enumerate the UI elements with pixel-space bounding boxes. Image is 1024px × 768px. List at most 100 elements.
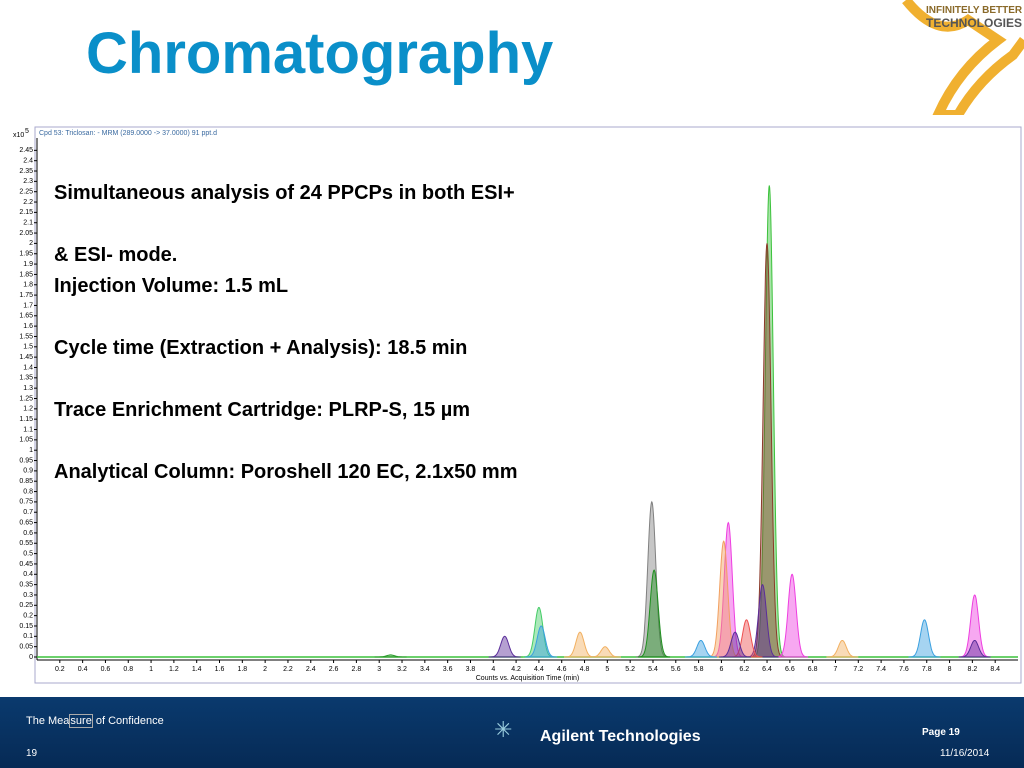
x-tick-label: 0.6	[101, 666, 111, 673]
y-tick-label: 2.35	[19, 168, 33, 175]
y-tick-label: 1.7	[23, 302, 33, 309]
note: Injection Volume: 1.5 mL	[54, 275, 289, 297]
y-tick-label: 1.5	[23, 344, 33, 351]
x-tick-label: 6.8	[808, 666, 818, 673]
x-tick-label: 6.6	[785, 666, 795, 673]
peak	[958, 594, 991, 658]
peak	[707, 540, 740, 658]
slide-title: Chromatography	[86, 21, 554, 86]
x-tick-label: 6.4	[762, 666, 772, 673]
x-tick-label: 8.4	[990, 666, 1000, 673]
y-tick-label: 2.15	[19, 209, 33, 216]
tagline-text: The Mea	[26, 715, 70, 727]
x-tick-label: 4	[491, 666, 495, 673]
y-tick-label: 1.35	[19, 375, 33, 382]
x-tick-label: 4.8	[580, 666, 590, 673]
y-tick-label: 1.25	[19, 395, 33, 402]
ribbon	[902, 0, 1024, 120]
notes: Simultaneous analysis of 24 PPCPs in bot…	[54, 178, 518, 488]
page-label: Page 19	[922, 727, 960, 738]
x-tick-label: 2	[263, 666, 267, 673]
x-tick-label: 2.6	[329, 666, 339, 673]
x-tick-label: 3.6	[443, 666, 453, 673]
x-tick-label: 2.2	[283, 666, 293, 673]
y-tick-label: 0.75	[19, 499, 33, 506]
peak	[719, 631, 752, 658]
y-multiplier: x10	[13, 132, 24, 139]
y-tick-label: 1.85	[19, 271, 33, 278]
y-tick-label: 0.2	[23, 612, 33, 619]
note: & ESI- mode.	[54, 244, 178, 266]
tagline-text: of Confidence	[92, 715, 164, 727]
x-tick-label: 3.4	[420, 666, 430, 673]
peak	[374, 654, 407, 658]
x-tick-label: 1.4	[192, 666, 202, 673]
peak	[684, 640, 717, 658]
y-tick-label: 0.25	[19, 602, 33, 609]
y-tick-label: 0.15	[19, 623, 33, 630]
y-tick-label: 0.85	[19, 478, 33, 485]
y-tick-label: 2.05	[19, 230, 33, 237]
spacer	[54, 364, 518, 395]
y-tick-label: 0.5	[23, 550, 33, 557]
x-tick-label: 5.2	[625, 666, 635, 673]
y-tick-label: 0	[29, 654, 33, 661]
y-tick-label: 2	[29, 240, 33, 247]
company: Agilent Technologies	[540, 728, 701, 745]
x-tick-label: 5	[605, 666, 609, 673]
y-tick-label: 1.65	[19, 313, 33, 320]
peak	[589, 646, 621, 658]
y-tick-label: 0.7	[23, 509, 33, 516]
note: Trace Enrichment Cartridge: PLRP-S, 15 µ…	[54, 399, 471, 421]
y-tick-label: 0.6	[23, 530, 33, 537]
y-tick-label: 0.55	[19, 540, 33, 547]
y-tick-label: 0.65	[19, 519, 33, 526]
note: Cycle time (Extraction + Analysis): 18.5…	[54, 337, 468, 359]
x-tick-label: 6	[719, 666, 723, 673]
x-tick-label: 7.2	[853, 666, 863, 673]
x-tick-label: 1.8	[237, 666, 247, 673]
y-tick-label: 1.05	[19, 437, 33, 444]
peak	[826, 640, 859, 658]
x-tick-label: 7.8	[922, 666, 932, 673]
x-tick-label: 4.6	[557, 666, 567, 673]
x-tick-label: 1.2	[169, 666, 179, 673]
spacer	[54, 209, 518, 240]
y-tick-label: 1.3	[23, 385, 33, 392]
y-tick-label: 1.55	[19, 333, 33, 340]
y-tick-label: 1	[29, 447, 33, 454]
x-tick-label: 8.2	[968, 666, 978, 673]
y-tick-label: 1.8	[23, 282, 33, 289]
y-tick-label: 0.4	[23, 571, 33, 578]
slide-number: 19	[26, 748, 38, 759]
x-tick-label: 0.8	[123, 666, 133, 673]
x-tick-label: 0.4	[78, 666, 88, 673]
peak	[750, 243, 784, 658]
note: Analytical Column: Poroshell 120 EC, 2.1…	[54, 461, 518, 483]
x-tick-label: 4.2	[511, 666, 521, 673]
x-tick-label: 7.6	[899, 666, 909, 673]
y-tick-label: 2.45	[19, 147, 33, 154]
y-tick-label: 1.6	[23, 323, 33, 330]
date: 11/16/2014	[940, 748, 990, 759]
x-tick-label: 5.6	[671, 666, 681, 673]
y-tick-label: 1.45	[19, 354, 33, 361]
x-tick-label: 3	[377, 666, 381, 673]
x-tick-label: 5.8	[694, 666, 704, 673]
footer: The Measure of Confidence 19 ✳ Agilent T…	[0, 697, 1024, 768]
y-tick-label: 1.1	[23, 426, 33, 433]
logo-line: TECHNOLOGIES	[926, 16, 1023, 30]
peak	[776, 573, 809, 658]
spacer	[54, 302, 518, 333]
note: Simultaneous analysis of 24 PPCPs in bot…	[54, 182, 515, 204]
x-tick-label: 7	[834, 666, 838, 673]
x-tick-label: 1.6	[215, 666, 225, 673]
y-tick-label: 0.95	[19, 457, 33, 464]
y-tick-label: 0.8	[23, 488, 33, 495]
peak	[638, 569, 671, 658]
y-tick-label: 1.95	[19, 251, 33, 258]
x-tick-label: 3.2	[397, 666, 407, 673]
peak	[746, 583, 779, 658]
tagline-box: sure	[69, 714, 93, 728]
x-tick-label: 2.4	[306, 666, 316, 673]
